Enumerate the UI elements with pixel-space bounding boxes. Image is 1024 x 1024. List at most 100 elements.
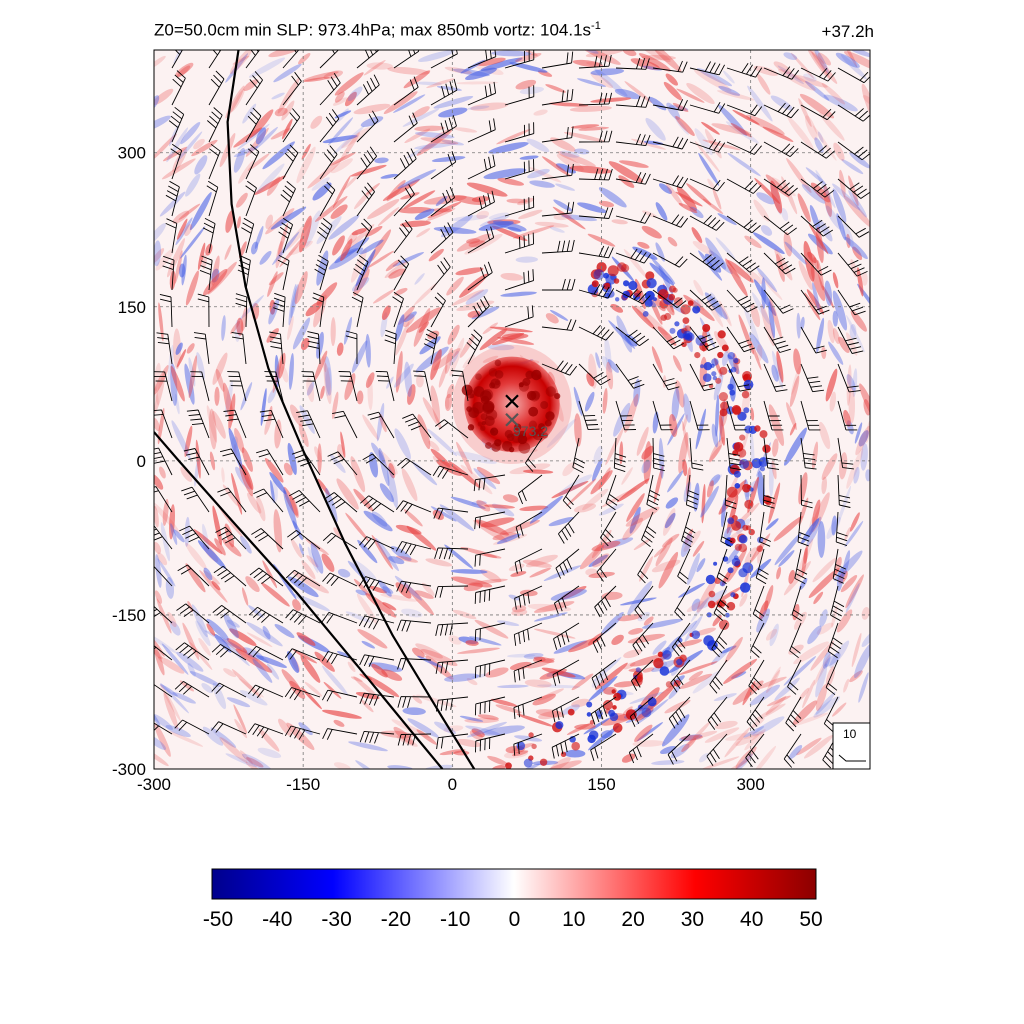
negative-vorticity-streak bbox=[345, 611, 371, 623]
positive-vorticity-streak bbox=[240, 750, 253, 765]
positive-vorticity-streak bbox=[176, 349, 187, 368]
positive-vorticity-streak bbox=[816, 259, 824, 291]
negative-vorticity-streak bbox=[774, 532, 802, 566]
rainband-negative-cell bbox=[727, 383, 734, 391]
positive-vorticity-streak bbox=[350, 164, 387, 177]
positive-vorticity-streak bbox=[533, 109, 548, 116]
wind-barb bbox=[219, 448, 247, 476]
colorbar-tick-label: -50 bbox=[203, 908, 233, 931]
negative-vorticity-streak bbox=[550, 309, 569, 321]
positive-vorticity-streak bbox=[744, 729, 766, 751]
positive-vorticity-streak bbox=[724, 758, 750, 769]
negative-vorticity-streak bbox=[273, 63, 302, 83]
slp-isobar bbox=[154, 431, 444, 769]
positive-vorticity-streak bbox=[549, 102, 589, 107]
positive-vorticity-streak bbox=[591, 540, 621, 552]
positive-vorticity-streak bbox=[334, 91, 345, 103]
negative-vorticity-streak bbox=[223, 613, 239, 639]
negative-vorticity-streak bbox=[523, 652, 544, 659]
positive-vorticity-streak bbox=[234, 428, 245, 454]
positive-vorticity-streak bbox=[387, 66, 430, 75]
wind-barb bbox=[558, 511, 580, 544]
wind-barb bbox=[466, 329, 483, 365]
negative-vorticity-streak bbox=[242, 103, 257, 124]
negative-vorticity-streak bbox=[526, 138, 550, 153]
wind-barb bbox=[594, 585, 617, 618]
positive-vorticity-streak bbox=[825, 368, 838, 402]
wind-barb bbox=[162, 255, 175, 291]
positive-vorticity-streak bbox=[861, 606, 870, 620]
wind-barb bbox=[317, 218, 333, 254]
rainband-negative-cell bbox=[727, 517, 735, 525]
wind-barb bbox=[578, 284, 615, 299]
negative-vorticity-streak bbox=[756, 192, 775, 205]
positive-vorticity-streak bbox=[619, 441, 624, 465]
positive-vorticity-streak bbox=[365, 372, 375, 388]
positive-vorticity-streak bbox=[787, 116, 814, 150]
positive-vorticity-streak bbox=[184, 425, 193, 457]
wind-barb bbox=[269, 331, 284, 365]
wind-barb bbox=[789, 622, 802, 659]
negative-vorticity-streak bbox=[197, 540, 226, 569]
wind-barb bbox=[284, 687, 321, 701]
positive-vorticity-streak bbox=[296, 632, 316, 646]
positive-vorticity-streak bbox=[157, 552, 168, 566]
wind-barb bbox=[396, 619, 432, 632]
rainband-negative-cell bbox=[677, 637, 683, 643]
wind-barb bbox=[552, 659, 580, 686]
rainband-positive-cell bbox=[531, 743, 537, 750]
positive-vorticity-streak bbox=[610, 304, 624, 313]
negative-vorticity-streak bbox=[187, 663, 196, 677]
rainband-positive-cell bbox=[718, 619, 730, 630]
eyewall-cell bbox=[494, 380, 500, 386]
wind-barb bbox=[474, 548, 506, 567]
x-tick-label: 300 bbox=[736, 775, 764, 794]
negative-vorticity-streak bbox=[815, 663, 828, 698]
positive-vorticity-streak bbox=[512, 225, 555, 239]
negative-vorticity-streak bbox=[750, 558, 772, 579]
positive-vorticity-streak bbox=[704, 727, 740, 743]
positive-vorticity-streak bbox=[416, 694, 457, 708]
y-tick-label: 0 bbox=[137, 452, 146, 471]
rainband-negative-cell bbox=[744, 425, 753, 434]
positive-vorticity-streak bbox=[371, 663, 388, 678]
wind-barb bbox=[827, 622, 843, 659]
positive-vorticity-streak bbox=[247, 492, 262, 514]
wind-barb bbox=[245, 107, 262, 143]
wind-barb bbox=[154, 722, 173, 735]
negative-vorticity-streak bbox=[488, 212, 509, 220]
rainband-negative-cell bbox=[706, 612, 712, 618]
positive-vorticity-streak bbox=[519, 505, 549, 511]
negative-vorticity-streak bbox=[509, 62, 548, 73]
x-axis: -300 -150 0 150 300 bbox=[137, 775, 765, 794]
wind-barb bbox=[319, 181, 336, 217]
wind-barb bbox=[282, 71, 302, 106]
negative-vorticity-streak bbox=[259, 250, 272, 265]
wind-barb bbox=[245, 71, 263, 106]
wind-barb bbox=[726, 289, 758, 313]
positive-vorticity-streak bbox=[403, 509, 423, 527]
wind-barb bbox=[397, 457, 432, 476]
positive-vorticity-streak bbox=[254, 175, 286, 195]
positive-vorticity-streak bbox=[336, 342, 344, 356]
wind-barb bbox=[706, 733, 728, 767]
negative-vorticity-streak bbox=[256, 655, 287, 668]
positive-vorticity-streak bbox=[286, 722, 315, 751]
positive-vorticity-streak bbox=[642, 667, 655, 673]
rainband-negative-cell bbox=[705, 574, 716, 585]
wind-barb bbox=[763, 400, 784, 431]
negative-vorticity-streak bbox=[397, 169, 437, 189]
wind-barb bbox=[211, 644, 247, 661]
wind-barb bbox=[837, 67, 870, 84]
rainband-positive-cell bbox=[729, 537, 736, 544]
negative-vorticity-streak bbox=[815, 169, 836, 209]
positive-vorticity-streak bbox=[222, 484, 239, 507]
negative-vorticity-streak bbox=[394, 314, 405, 342]
negative-vorticity-streak bbox=[533, 612, 568, 622]
wind-barb bbox=[467, 118, 496, 143]
negative-vorticity-streak bbox=[629, 691, 665, 704]
wind-barb bbox=[473, 474, 506, 492]
positive-vorticity-streak bbox=[345, 512, 369, 542]
rainband-positive-cell bbox=[657, 651, 664, 658]
wind-barb bbox=[800, 104, 836, 121]
